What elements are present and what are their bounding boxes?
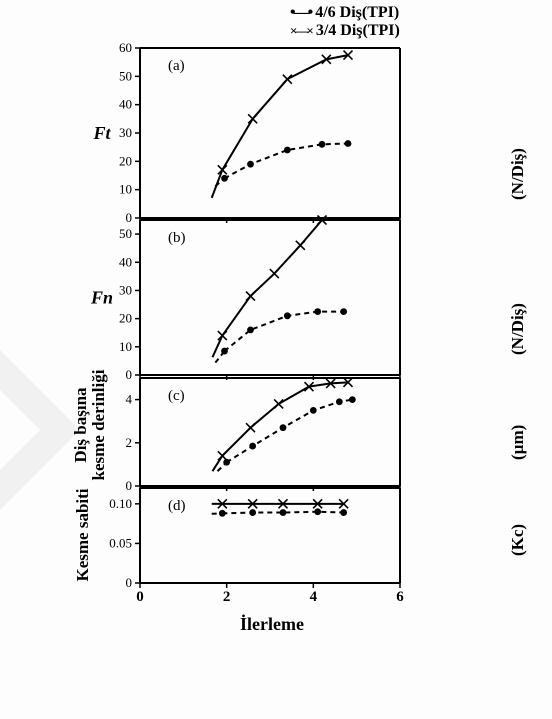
svg-text:Ft: Ft [92,123,111,143]
figure: 0102030405060(a)Ft01020304050(b)Fn024(c)… [80,8,490,653]
svg-text:30: 30 [119,125,132,140]
x-axis-title: İlerleme [240,614,304,635]
svg-text:Fn: Fn [90,288,113,308]
svg-text:30: 30 [119,282,132,297]
svg-text:(a): (a) [168,58,185,74]
svg-text:60: 60 [119,40,132,55]
svg-text:40: 40 [119,97,132,112]
svg-text:(d): (d) [168,498,186,514]
svg-text:(b): (b) [168,230,186,246]
svg-text:2: 2 [223,589,231,605]
chart-svg: 0102030405060(a)Ft01020304050(b)Fn024(c)… [80,8,490,648]
right-label-d: (Kc) [508,524,528,556]
svg-text:40: 40 [119,254,132,269]
svg-text:50: 50 [119,68,132,83]
svg-text:6: 6 [396,589,404,605]
svg-text:0: 0 [126,575,133,590]
svg-text:0: 0 [136,589,144,605]
svg-text:0: 0 [126,367,133,382]
svg-text:20: 20 [119,153,132,168]
svg-text:0.05: 0.05 [109,535,132,550]
svg-text:4: 4 [310,589,318,605]
svg-text:4: 4 [126,392,133,407]
right-label-b: (N/Diş) [508,303,528,355]
svg-text:0.10: 0.10 [109,496,132,511]
svg-text:50: 50 [119,226,132,241]
right-label-a: (N/Diş) [508,148,528,200]
svg-text:10: 10 [119,339,132,354]
svg-text:2: 2 [126,435,133,450]
svg-text:(c): (c) [168,388,185,404]
svg-text:10: 10 [119,182,132,197]
left-label-c: Diş başına kesme derinliği [72,360,108,490]
right-label-c: (µm) [508,425,528,460]
svg-text:0: 0 [126,478,133,493]
left-label-d: Kesme sabiti [74,480,92,590]
svg-text:20: 20 [119,311,132,326]
svg-text:0: 0 [126,210,133,225]
